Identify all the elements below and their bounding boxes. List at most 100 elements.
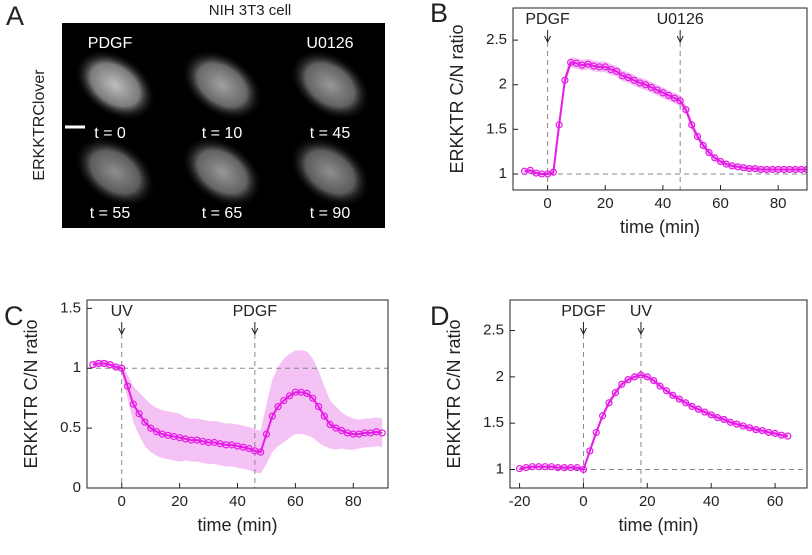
data-point — [716, 157, 725, 166]
data-point — [613, 67, 621, 75]
data-point — [526, 166, 534, 174]
x-tick-label: 40 — [703, 493, 720, 510]
data-point — [245, 444, 253, 453]
event-label: UV — [111, 303, 134, 320]
x-tick-label: 60 — [767, 493, 784, 510]
event-label: UV — [630, 303, 653, 320]
data-point — [784, 432, 792, 440]
data-point — [320, 412, 328, 420]
data-point — [601, 63, 609, 71]
event-label: PDGF — [561, 303, 606, 320]
data-point — [701, 408, 709, 416]
y-tick-label: 2.5 — [483, 322, 504, 339]
x-tick-label: 20 — [597, 195, 614, 212]
data-point — [257, 448, 265, 456]
plot-area: PDGF U0126 — [513, 11, 807, 190]
data-point — [618, 380, 626, 388]
data-point — [803, 165, 807, 174]
y-tick-label: 1 — [499, 165, 507, 182]
data-point — [650, 376, 658, 385]
data-point — [624, 73, 632, 82]
data-point — [637, 371, 645, 379]
data-point — [653, 86, 661, 94]
event-label: U0126 — [657, 11, 704, 28]
panel-label: D — [430, 301, 450, 331]
data-point — [771, 429, 779, 437]
event-arrowhead — [580, 327, 587, 336]
data-point — [676, 97, 684, 105]
data-point — [665, 91, 673, 100]
data-point — [579, 465, 588, 474]
data-point — [123, 382, 132, 390]
data-point — [309, 394, 317, 402]
time-label: t = 0 — [94, 125, 126, 142]
data-point — [338, 426, 346, 435]
data-point — [147, 424, 155, 432]
data-point — [739, 422, 747, 430]
y-tick-label: 1.5 — [486, 120, 507, 137]
y-tick-label: 2 — [496, 368, 504, 385]
x-tick-label: 0 — [579, 493, 587, 510]
event-arrowhead — [544, 35, 552, 44]
y-tick-label: 0 — [73, 479, 81, 496]
data-point — [707, 411, 715, 419]
event-arrowhead — [251, 327, 259, 336]
data-point — [285, 392, 294, 400]
x-tick-label: 0 — [543, 195, 551, 212]
x-tick-label: 40 — [655, 195, 672, 212]
x-tick-label: 80 — [345, 493, 362, 510]
y-tick-label: 1.5 — [60, 299, 81, 316]
data-point — [152, 428, 161, 436]
y-tick-label: 2 — [499, 76, 507, 93]
axes-box — [512, 7, 808, 191]
panel-a: A NIH 3T3 cell ERKKTRClover PDGF U0126 t =… — [6, 1, 385, 228]
x-tick-label: 80 — [770, 195, 787, 212]
plot-area: PDGF UV — [510, 303, 807, 488]
y-label: ERKKTR C/N ratio — [21, 319, 41, 468]
data-point — [643, 373, 651, 381]
data-point — [561, 76, 569, 84]
x-tick-label: 60 — [287, 493, 304, 510]
data-point — [262, 430, 271, 438]
y-label: ERKKTRClover — [31, 69, 48, 181]
time-label: t = 45 — [310, 125, 351, 142]
time-label: t = 90 — [310, 205, 351, 222]
treatment-label: U0126 — [306, 35, 353, 52]
event-arrowhead — [637, 327, 645, 336]
data-point — [118, 364, 126, 372]
data-point — [630, 76, 638, 84]
data-point — [599, 412, 607, 420]
data-point — [682, 399, 690, 407]
data-point — [693, 132, 702, 141]
x-tick-label: 0 — [118, 493, 126, 510]
data-point — [711, 154, 719, 162]
data-point — [669, 391, 677, 399]
time-label: t = 55 — [90, 205, 131, 222]
data-point — [106, 361, 114, 369]
data-point — [670, 94, 679, 102]
time-label: t = 10 — [202, 125, 243, 142]
x-label: time (min) — [198, 515, 278, 535]
y-label: ERKKTR C/N ratio — [444, 319, 464, 468]
data-point — [656, 382, 664, 390]
data-point — [745, 424, 754, 432]
data-point — [129, 400, 137, 408]
x-tick-label: -20 — [509, 493, 531, 510]
data-point — [688, 402, 696, 411]
data-point — [274, 402, 282, 411]
event-arrowhead — [676, 35, 684, 44]
event-label: PDGF — [525, 11, 570, 28]
y-label: ERKKTR C/N ratio — [447, 24, 467, 173]
event-label: PDGF — [233, 303, 278, 320]
data-point — [611, 389, 619, 397]
treatment-label: PDGF — [88, 35, 133, 52]
panel-label: B — [430, 0, 448, 28]
error-band — [92, 350, 383, 474]
data-point — [682, 106, 690, 114]
data-point — [675, 395, 683, 403]
data-point — [573, 464, 581, 472]
data-point — [662, 387, 671, 395]
data-point — [758, 426, 766, 435]
panel-label: A — [6, 1, 24, 31]
